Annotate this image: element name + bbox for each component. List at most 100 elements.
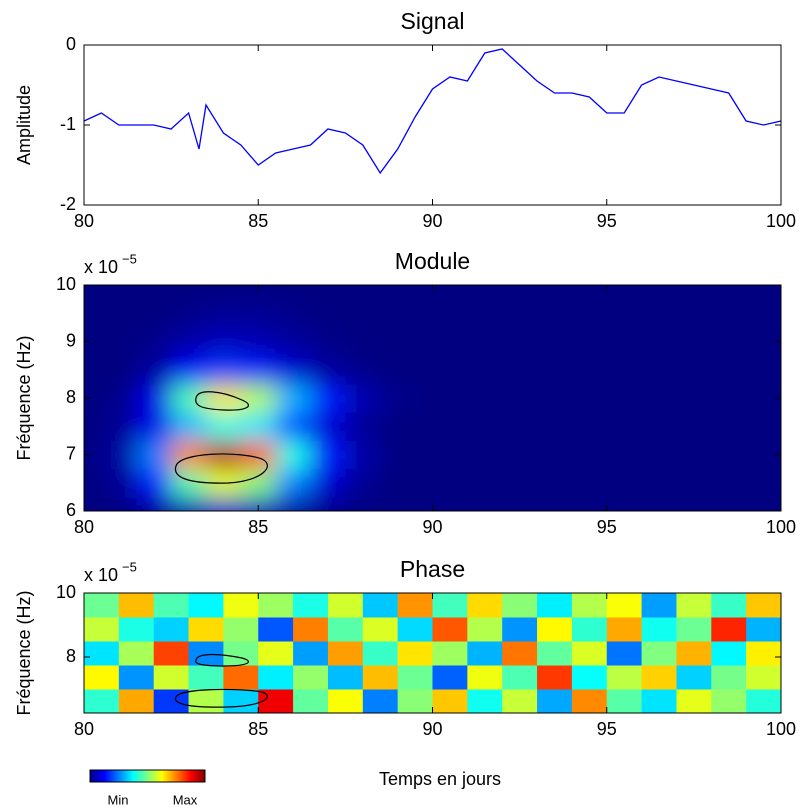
heatmap-cell <box>763 440 781 470</box>
heatmap-cell <box>101 327 137 357</box>
heatmap-cell <box>415 355 451 385</box>
y-axis-label: Amplitude <box>14 85 34 165</box>
heatmap-cell <box>118 641 155 666</box>
heatmap-cell <box>589 440 625 470</box>
panel-title: Signal <box>401 8 465 34</box>
heatmap-cell <box>397 689 433 713</box>
heatmap-cell <box>327 665 364 690</box>
heatmap-cell <box>519 468 555 498</box>
heatmap-cell <box>118 593 155 618</box>
heatmap-cell <box>136 299 172 328</box>
heatmap-cell <box>223 689 259 713</box>
heatmap-cell <box>763 468 781 498</box>
heatmap-cell <box>763 355 781 385</box>
heatmap-cell <box>188 665 224 690</box>
heatmap-cell <box>711 617 747 642</box>
heatmap-cell <box>606 617 643 642</box>
heatmap-cell <box>659 285 695 300</box>
y-axis-label: Fréquence (Hz) <box>14 590 34 715</box>
y-tick-label: 8 <box>66 387 76 407</box>
heatmap-cell <box>624 355 660 385</box>
heatmap-cell <box>101 285 137 300</box>
panel: 80 85 90 95 100 8 10 Phase Fréquence (Hz) x 10 −5 <box>14 556 796 739</box>
heatmap-cell <box>275 412 312 441</box>
contour <box>174 453 268 484</box>
heatmap-cell <box>171 327 207 357</box>
heatmap-cell <box>101 299 137 328</box>
heatmap-cell <box>240 285 277 300</box>
heatmap-cell <box>362 689 399 713</box>
heatmap-cell <box>711 665 747 690</box>
heatmap-cell <box>676 593 712 618</box>
heatmap-cell <box>624 327 660 357</box>
y-tick-label: 10 <box>56 274 76 294</box>
y-tick-label: -2 <box>60 194 76 214</box>
x-axis-label: Temps en jours <box>379 769 501 789</box>
heatmap-cell <box>310 412 346 441</box>
heatmap-cell <box>693 496 730 511</box>
x-tick-label: 95 <box>597 211 617 231</box>
heatmap-cell <box>484 496 521 511</box>
heatmap-cell <box>484 383 521 413</box>
heatmap-cell <box>641 641 677 666</box>
heatmap-cell <box>728 496 765 511</box>
heatmap-cell <box>571 617 608 642</box>
heatmap-cell <box>449 327 486 357</box>
heatmap-cell <box>171 355 207 385</box>
heatmap-cell <box>502 689 538 713</box>
contours <box>174 391 268 708</box>
y-tick-label: -1 <box>60 114 76 134</box>
heatmap-cell <box>659 412 695 441</box>
heatmap-cell <box>728 355 765 385</box>
heatmap-cell <box>327 617 364 642</box>
x-tick-label: 90 <box>422 719 442 739</box>
heatmap-cell <box>205 327 242 357</box>
heatmap-cell <box>345 327 381 357</box>
heatmap-cell <box>275 496 312 511</box>
y-multiplier: x 10 <box>84 565 118 585</box>
heatmap-cell <box>624 299 660 328</box>
heatmap-cell <box>502 641 538 666</box>
heatmap-cell <box>171 285 207 300</box>
heatmap-cell <box>554 383 590 413</box>
heatmap-cell <box>293 641 329 666</box>
heatmap-cell <box>746 593 781 618</box>
heatmap <box>84 593 781 713</box>
heatmap-cell <box>484 468 521 498</box>
contour <box>174 688 268 708</box>
heatmap-cell <box>432 593 468 618</box>
heatmap-cell <box>728 468 765 498</box>
heatmap-cell <box>188 593 224 618</box>
heatmap-cell <box>659 496 695 511</box>
heatmap-cell <box>659 440 695 470</box>
heatmap-cell <box>519 383 555 413</box>
heatmap-cell <box>589 327 625 357</box>
heatmap-cell <box>449 355 486 385</box>
heatmap-cell <box>763 327 781 357</box>
heatmap-cell <box>101 412 137 441</box>
heatmap-cell <box>659 299 695 328</box>
heatmap-cell <box>554 440 590 470</box>
heatmap-cell <box>502 593 538 618</box>
contour <box>195 391 249 411</box>
y-tick-label: 9 <box>66 330 76 350</box>
heatmap-cell <box>275 440 312 470</box>
heatmap-cell <box>571 665 608 690</box>
heatmap-cell <box>275 383 312 413</box>
axes-box <box>83 44 782 206</box>
heatmap-cell <box>362 665 399 690</box>
heatmap-cell <box>345 468 381 498</box>
heatmap-cell <box>606 665 643 690</box>
heatmap-cell <box>449 496 486 511</box>
heatmap-cell <box>554 412 590 441</box>
heatmap-cell <box>693 468 730 498</box>
y-tick-label: 8 <box>66 646 76 666</box>
heatmap <box>84 285 781 511</box>
heatmap-cell <box>118 689 155 713</box>
heatmap-cell <box>728 412 765 441</box>
heatmap-cell <box>136 383 172 413</box>
heatmap-cell <box>118 665 155 690</box>
heatmap-cell <box>275 327 312 357</box>
heatmap-cell <box>728 440 765 470</box>
y-tick-label: 7 <box>66 443 76 463</box>
